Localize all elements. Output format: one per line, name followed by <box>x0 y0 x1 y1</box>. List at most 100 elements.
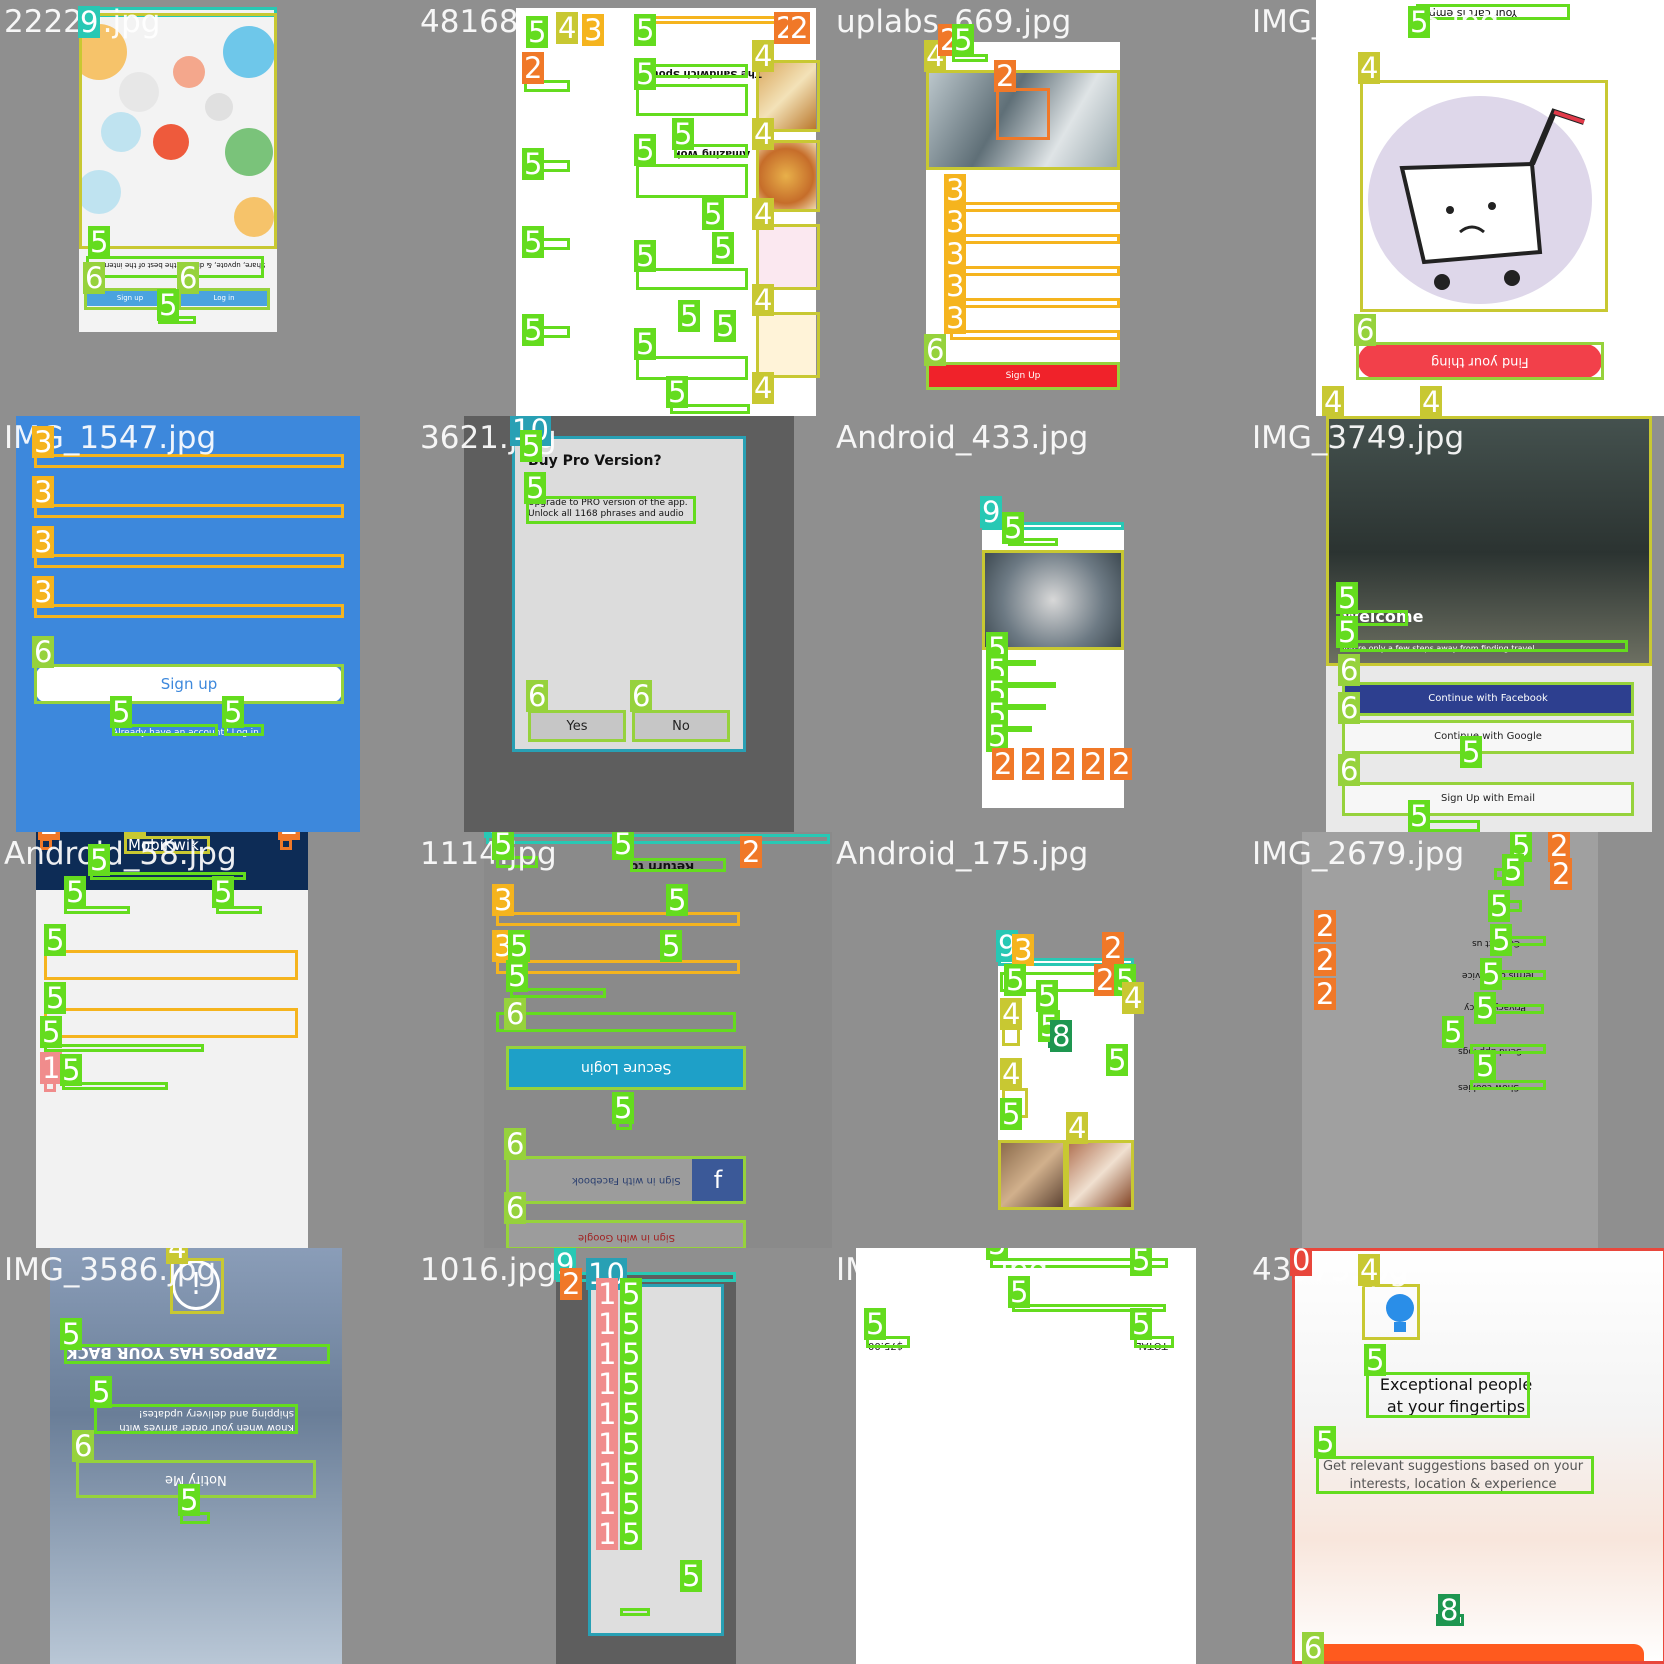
bbox-image <box>756 60 820 132</box>
tile-img-3586: ! ZAPPOS HAS YOUR BACK Know when your or… <box>0 1248 416 1664</box>
dialog[interactable] <box>512 438 744 750</box>
label-5: 5 <box>1490 923 1513 957</box>
sign-up-email-button[interactable]: Sign Up with Email <box>1344 784 1632 814</box>
label-3: 3 <box>1012 933 1035 967</box>
bbox-text <box>526 496 696 524</box>
label-5: 5 <box>620 1397 643 1431</box>
bbox-button <box>926 362 1120 390</box>
label-8: 8 <box>1438 1593 1461 1627</box>
label-5: 5 <box>666 375 689 409</box>
label-5: 5 <box>1336 615 1359 649</box>
label-5: 5 <box>64 875 87 909</box>
secure-login-button[interactable]: Secure Login <box>508 1048 744 1088</box>
primary-button[interactable] <box>1304 1644 1644 1664</box>
label-6: 6 <box>32 635 55 669</box>
sign-in-google-button[interactable]: Sign in with Google <box>508 1222 744 1248</box>
label-1: 1 <box>596 1397 619 1431</box>
bbox-text <box>620 1608 650 1616</box>
label-5: 5 <box>1474 991 1497 1025</box>
label-5: 5 <box>1130 1248 1153 1276</box>
label-3: 3 <box>944 237 967 271</box>
tile-android-58: MobiKwik Android_58.jpg 4 2 2 5 5 5 5 5 … <box>0 832 416 1248</box>
label-5: 5 <box>620 1367 643 1401</box>
bbox-upper-taskbar <box>556 1272 736 1282</box>
label-1: 1 <box>596 1427 619 1461</box>
sign-up-button[interactable]: Sign up <box>86 290 174 306</box>
label-6: 6 <box>526 679 549 713</box>
continue-google-button[interactable]: Continue with Google <box>1344 722 1632 752</box>
label-5: 5 <box>524 471 547 505</box>
label-1: 1 <box>40 1051 63 1085</box>
bbox-edit <box>44 950 298 980</box>
label-6: 6 <box>83 261 106 295</box>
facebook-icon: f <box>692 1158 744 1202</box>
label-5: 5 <box>492 832 515 860</box>
no-button[interactable]: No <box>634 712 728 740</box>
label-5: 5 <box>1474 1049 1497 1083</box>
label-5: 5 <box>612 832 635 860</box>
label-5: 5 <box>634 133 657 167</box>
tile-filename: 43973.jpg <box>1252 1252 1409 1288</box>
label-5: 5 <box>680 1559 703 1593</box>
product-photo <box>1068 1142 1132 1208</box>
label-4: 4 <box>1000 997 1023 1031</box>
label-5: 5 <box>620 1517 643 1551</box>
bbox-edit <box>950 330 1120 340</box>
label-5: 5 <box>520 429 543 463</box>
label-1: 1 <box>596 1457 619 1491</box>
label-8: 8 <box>1050 1019 1073 1053</box>
tile-1114: Secure Login Sign in with Facebook f Sig… <box>416 832 832 1248</box>
body-text: Get relevant suggestions based on your i… <box>1322 1459 1584 1492</box>
label-5: 5 <box>1460 735 1483 769</box>
bbox-image <box>756 224 820 290</box>
bbox-button <box>1342 720 1634 754</box>
label-3: 3 <box>32 575 55 609</box>
tile-android-175: Android_175.jpg 9 3 2 5 5 2 5 4 4 5 8 5 … <box>832 832 1248 1248</box>
tile-filename: Android_433.jpg <box>836 420 1089 456</box>
bbox-image <box>1066 1140 1134 1210</box>
label-5: 5 <box>110 695 133 729</box>
bbox-button <box>632 710 730 742</box>
label-5: 5 <box>178 1483 201 1517</box>
yes-button[interactable]: Yes <box>530 712 624 740</box>
bbox-edit <box>44 1008 298 1038</box>
label-5: 5 <box>1408 5 1431 39</box>
label-2: 2 <box>1102 931 1125 965</box>
bbox-button <box>506 1156 746 1204</box>
label-5: 5 <box>90 1375 113 1409</box>
label-4: 4 <box>124 832 147 836</box>
label-5: 5 <box>88 225 111 259</box>
bbox-text <box>1002 704 1046 710</box>
lightbulb-icon <box>1380 1286 1420 1338</box>
bbox-text <box>1002 682 1056 688</box>
label-5: 5 <box>1130 1307 1153 1341</box>
continue-facebook-button[interactable]: Continue with Facebook <box>1344 684 1632 714</box>
bbox-text <box>1340 640 1628 652</box>
bbox-rating <box>524 80 570 92</box>
label-6: 6 <box>504 1191 527 1225</box>
log-in-button[interactable]: Log in <box>180 290 268 306</box>
label-5: 5 <box>1480 957 1503 991</box>
label-5: 5 <box>672 117 695 151</box>
bbox-edit <box>34 454 344 468</box>
label-4: 4 <box>1322 385 1345 416</box>
label-5: 5 <box>1502 853 1525 887</box>
bbox-text <box>64 906 130 914</box>
label-5: 5 <box>666 883 689 917</box>
find-your-thing-button[interactable]: Find your thing <box>1358 344 1602 378</box>
label-5: 5 <box>1364 1343 1387 1377</box>
label-5: 5 <box>60 1053 83 1087</box>
label-6: 6 <box>924 333 947 367</box>
bbox-text <box>670 404 750 414</box>
label-2: 2 <box>1052 747 1075 781</box>
label-9: 9 <box>78 5 101 39</box>
sign-up-button[interactable]: Sign up <box>36 666 342 702</box>
brand-logo <box>756 226 816 288</box>
label-3: 3 <box>492 883 515 917</box>
label-2: 2 <box>1110 747 1133 781</box>
bbox-text <box>86 256 264 278</box>
label-2: 2 <box>740 835 763 869</box>
sign-up-button[interactable]: Sign Up <box>928 364 1118 388</box>
label-6: 6 <box>1338 653 1361 687</box>
